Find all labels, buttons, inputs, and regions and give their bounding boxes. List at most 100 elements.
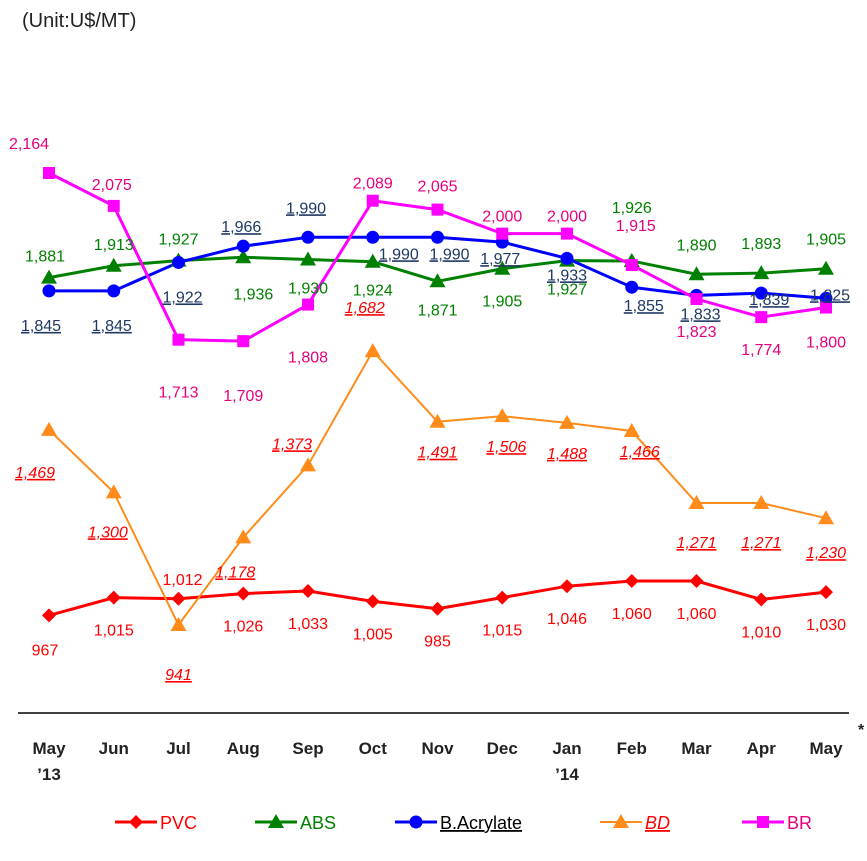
legend-label: BR (787, 813, 812, 833)
marker-abs (364, 253, 381, 268)
marker-bd (170, 617, 187, 631)
marker-b-acrylate (754, 286, 768, 300)
value-label-b-acrylate: 1,845 (92, 318, 132, 335)
value-label-br: 1,713 (158, 385, 198, 402)
legend-label: BD (645, 813, 670, 833)
value-label-bd: 1,466 (620, 444, 660, 461)
value-label-bd: 1,178 (215, 564, 255, 581)
marker-br (755, 311, 768, 324)
value-label-abs: 1,926 (612, 200, 652, 217)
marker-abs (818, 260, 834, 275)
marker-b-acrylate (42, 284, 56, 298)
value-label-b-acrylate: 1,933 (547, 267, 587, 284)
value-label-bd: 1,491 (417, 445, 457, 462)
value-label-abs: 1,924 (353, 283, 393, 300)
marker-bd (559, 414, 575, 429)
legend: PVC ABS B.Acrylate BD BR (115, 813, 812, 833)
value-label-b-acrylate: 1,977 (480, 251, 520, 268)
marker-br (431, 203, 444, 216)
value-label-b-acrylate: 1,825 (810, 287, 850, 304)
value-label-pvc: 1,030 (806, 617, 846, 634)
x-tick-label: Apr (747, 739, 777, 758)
marker-pvc (560, 579, 574, 594)
marker-bd (753, 495, 770, 510)
value-label-abs: 1,890 (676, 237, 716, 254)
value-label-bd: 1,300 (88, 524, 128, 541)
marker-br (366, 194, 379, 207)
value-labels: 967 1,015 1,012 1,026 1,033 1,005 985 1,015 1,04… (9, 136, 850, 684)
value-label-bd: 1,271 (676, 535, 716, 552)
x-tick-label: May (32, 739, 66, 758)
x-tick-label: Sep (292, 739, 323, 758)
marker-abs (429, 273, 446, 288)
legend-item-bd: BD (600, 813, 670, 833)
value-label-pvc: 1,026 (223, 619, 263, 636)
marker-abs (753, 265, 770, 280)
value-label-abs: 1,893 (741, 236, 781, 253)
marker-pvc (236, 586, 251, 601)
marker-b-acrylate (625, 280, 639, 294)
value-label-abs: 1,905 (806, 232, 846, 249)
value-label-b-acrylate: 1,922 (162, 289, 202, 306)
legend-item-b-acrylate: B.Acrylate (395, 813, 522, 833)
marker-bd (688, 495, 705, 510)
marker-br (172, 333, 185, 346)
value-label-bd: 1,506 (486, 439, 526, 456)
value-label-pvc: 1,005 (353, 626, 393, 643)
value-label-b-acrylate: 1,990 (429, 246, 469, 263)
marker-bd (41, 421, 57, 436)
value-label-abs: 1,936 (233, 286, 273, 303)
legend-marker (268, 814, 284, 828)
marker-abs (300, 251, 316, 266)
value-label-bd: 1,271 (741, 535, 781, 552)
marker-abs (235, 249, 252, 264)
value-label-br: 1,823 (676, 324, 716, 341)
value-label-bd: 1,488 (547, 446, 587, 463)
x-tick-label: Dec (487, 739, 518, 758)
marker-pvc (754, 592, 769, 607)
legend-label: PVC (160, 813, 197, 833)
marker-abs (688, 266, 705, 281)
value-label-pvc: 985 (424, 634, 451, 651)
legend-marker (613, 814, 629, 828)
marker-br (690, 293, 703, 306)
marker-br (625, 259, 638, 272)
marker-pvc (106, 590, 121, 605)
x-tick-label: Feb (617, 739, 647, 758)
marker-bd (623, 422, 640, 437)
value-label-abs: 1,905 (482, 294, 522, 311)
value-label-br: 2,000 (547, 209, 587, 226)
value-label-br: 2,065 (417, 179, 457, 196)
value-label-br: 1,800 (806, 335, 846, 352)
value-label-pvc: 1,033 (288, 616, 328, 633)
marker-b-acrylate (560, 251, 574, 265)
value-label-bd: 1,682 (345, 300, 385, 317)
value-label-abs: 1,927 (547, 282, 587, 299)
marker-pvc (624, 574, 639, 589)
value-label-pvc: 1,046 (547, 611, 587, 628)
legend-item-abs: ABS (255, 813, 336, 833)
unit-label: (Unit:U$/MT) (22, 10, 137, 32)
value-label-pvc: 1,010 (741, 624, 781, 641)
value-label-br: 1,808 (288, 350, 328, 367)
marker-pvc (689, 574, 704, 589)
marker-br (107, 199, 120, 212)
marker-bd (105, 484, 122, 499)
marker-pvc (301, 583, 315, 598)
marker-br (237, 335, 250, 348)
marker-abs (494, 260, 511, 275)
value-label-abs: 1,881 (25, 249, 65, 266)
value-label-pvc: 1,060 (612, 606, 652, 623)
x-tick-sublabel: ’13 (37, 765, 61, 784)
marker-b-acrylate (431, 230, 444, 244)
marker-br (43, 167, 55, 179)
marker-b-acrylate (236, 239, 250, 253)
marker-b-acrylate (301, 230, 315, 244)
marker-pvc (495, 590, 510, 605)
value-label-bd: 1,469 (15, 465, 55, 482)
x-tick-label: Aug (227, 739, 260, 758)
legend-item-pvc: PVC (115, 813, 197, 833)
value-label-abs: 1,871 (417, 302, 457, 319)
value-label-pvc: 1,012 (162, 572, 202, 589)
